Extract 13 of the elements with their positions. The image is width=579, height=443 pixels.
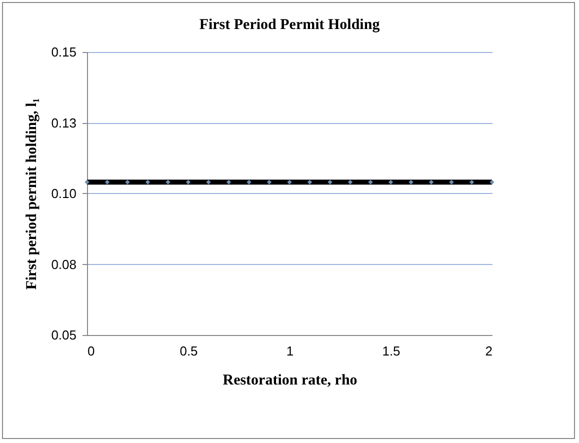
x-tick-label: 0.5: [180, 344, 198, 358]
chart-title: First Period Permit Holding: [199, 17, 380, 33]
x-tick-label: 2: [485, 344, 492, 358]
x-tick-label: 1.5: [382, 344, 400, 358]
x-axis-title: Restoration rate, rho: [222, 372, 358, 388]
y-tick-label: 0.13: [51, 115, 76, 130]
y-tick-label: 0.08: [51, 256, 76, 272]
y-tick-label: 0.15: [51, 44, 76, 60]
x-tick-label: 0: [88, 344, 95, 358]
y-tick-label: 0.05: [51, 328, 76, 342]
y-tick-label: 0.10: [51, 186, 76, 201]
y-axis-title: First period permit holding, l₁: [24, 98, 40, 290]
x-tick-label: 1: [286, 344, 294, 358]
